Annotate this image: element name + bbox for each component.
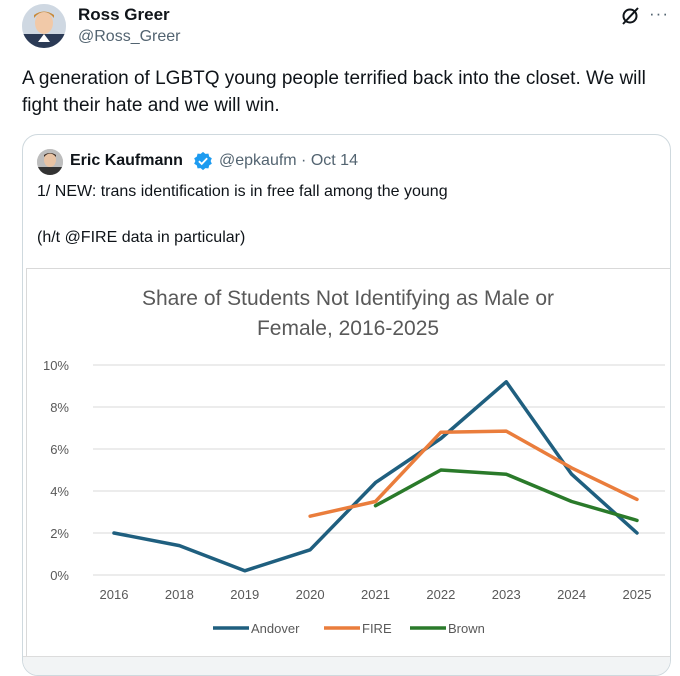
x-tick-label: 2018	[165, 587, 194, 602]
quoted-author-avatar-image	[37, 149, 63, 175]
quoted-tweet-text-line2: (h/t @FIRE data in particular)	[37, 229, 246, 246]
quoted-tweet[interactable]: Eric Kaufmann @epkaufm · Oct 14 1/ NEW: …	[22, 134, 671, 676]
legend-label-andover: Andover	[251, 621, 300, 636]
x-tick-label: 2019	[230, 587, 259, 602]
y-tick-label: 10%	[43, 358, 69, 373]
y-tick-label: 2%	[50, 526, 69, 541]
y-tick-label: 6%	[50, 442, 69, 457]
quoted-author-avatar[interactable]	[37, 149, 63, 175]
line-chart: Share of Students Not Identifying as Mal…	[43, 287, 665, 636]
x-tick-label: 2020	[296, 587, 325, 602]
author-avatar-image	[22, 4, 66, 48]
grok-icon[interactable]	[620, 6, 640, 26]
chart-title-line1: Share of Students Not Identifying as Mal…	[142, 287, 554, 310]
y-tick-label: 0%	[50, 568, 69, 583]
quoted-tweet-text-line1: 1/ NEW: trans identification is in free …	[37, 183, 448, 200]
y-tick-label: 4%	[50, 484, 69, 499]
quoted-tweet-footer	[23, 656, 670, 675]
x-tick-label: 2022	[426, 587, 455, 602]
series-line-fire	[308, 429, 639, 518]
author-avatar[interactable]	[22, 4, 66, 48]
y-tick-label: 8%	[50, 400, 69, 415]
chart-image[interactable]: Share of Students Not Identifying as Mal…	[26, 268, 670, 660]
legend-label-brown: Brown	[448, 621, 485, 636]
tweet-text: A generation of LGBTQ young people terri…	[22, 68, 646, 116]
series-line-andover	[112, 380, 639, 573]
series-line-brown	[373, 468, 639, 523]
verified-badge-icon	[194, 151, 212, 171]
x-tick-label: 2024	[557, 587, 586, 602]
quoted-author-name[interactable]: Eric Kaufmann	[70, 152, 183, 169]
x-tick-label: 2021	[361, 587, 390, 602]
author-handle[interactable]: @Ross_Greer	[78, 28, 181, 45]
quoted-author-handle[interactable]: @epkaufm · Oct 14	[219, 152, 358, 169]
author-name[interactable]: Ross Greer	[78, 5, 170, 24]
chart-title-line2: Female, 2016-2025	[257, 317, 439, 340]
more-options-icon[interactable]: ···	[649, 4, 669, 23]
x-tick-label: 2023	[492, 587, 521, 602]
legend-label-fire: FIRE	[362, 621, 392, 636]
x-tick-label: 2025	[623, 587, 652, 602]
x-tick-label: 2016	[100, 587, 129, 602]
